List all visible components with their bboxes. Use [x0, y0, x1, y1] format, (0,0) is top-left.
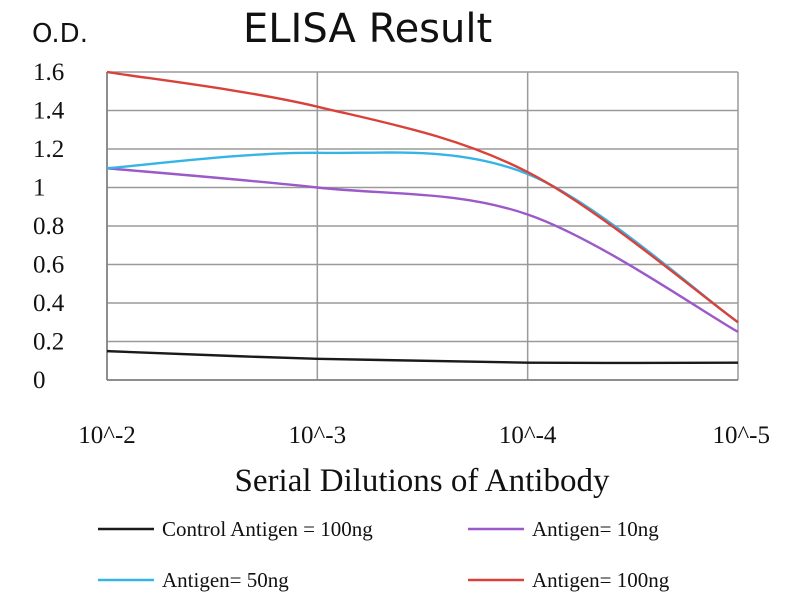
grid-lines: [106, 71, 739, 381]
y-tick-label: 0.4: [33, 290, 65, 317]
y-tick-label: 1.4: [33, 98, 65, 125]
series-line-3: [106, 151, 739, 324]
y-tick-label: 0.8: [33, 213, 64, 240]
y-axis-label: O.D.: [32, 19, 88, 49]
y-tick-label: 0: [33, 367, 46, 394]
x-tick-label: 10^-4: [499, 422, 557, 449]
legend-label: Antigen= 10ng: [532, 517, 659, 541]
y-tick-label: 1.2: [33, 136, 64, 163]
series-lines: [106, 70, 739, 365]
series-line-2: [106, 167, 739, 333]
y-tick-label: 0.2: [33, 329, 64, 356]
x-axis-label: Serial Dilutions of Antibody: [235, 463, 610, 499]
y-tick-label: 0.6: [33, 252, 64, 279]
x-tick-label: 10^-5: [712, 422, 770, 449]
legend-label: Antigen= 100ng: [532, 568, 670, 592]
legend-label: Antigen= 50ng: [162, 568, 289, 592]
chart-title: ELISA Result: [243, 6, 492, 52]
y-tick-labels: 1.6 1.4 1.2 1 0.8 0.6 0.4 0.2 0: [33, 59, 65, 394]
x-tick-label: 10^-3: [289, 422, 347, 449]
y-tick-label: 1.6: [33, 59, 64, 86]
series-line-4: [106, 70, 739, 324]
x-tick-label: 10^-2: [78, 422, 136, 449]
y-tick-label: 1: [33, 175, 46, 202]
series-line-1: [106, 349, 739, 365]
legend-label: Control Antigen = 100ng: [162, 517, 373, 541]
legend: Control Antigen = 100ng Antigen= 10ng Anti…: [98, 517, 670, 592]
x-tick-labels: 10^-2 10^-3 10^-4 10^-5: [78, 422, 770, 449]
